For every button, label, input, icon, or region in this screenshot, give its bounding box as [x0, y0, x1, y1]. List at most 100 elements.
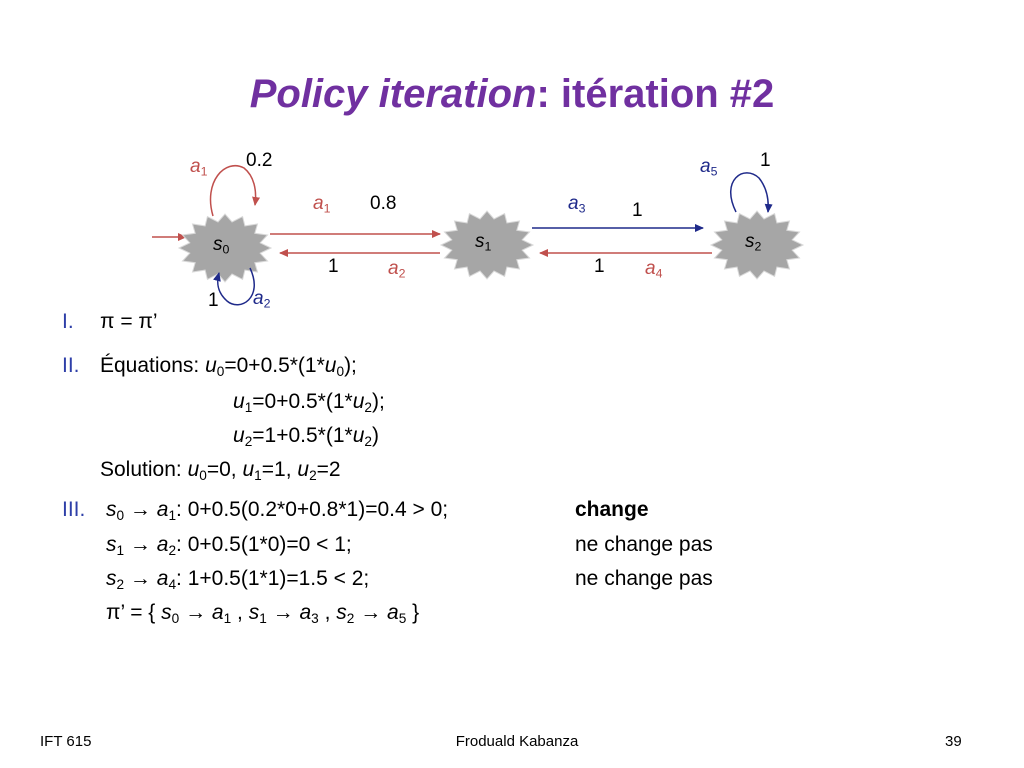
text-segment: : 0+0.5(0.2*0+0.8*1)=0.4 > 0; — [176, 498, 449, 521]
text-segment: u — [352, 390, 365, 413]
footer-left: IFT 615 — [40, 733, 92, 750]
text-segment: s — [336, 601, 347, 624]
text-segment: a — [156, 567, 169, 590]
text-segment: u — [187, 458, 200, 481]
text-segment: 1 — [116, 543, 125, 559]
list-line: s1 → a2: 0+0.5(1*0)=0 < 1; — [106, 532, 352, 564]
probability-label: 1 — [760, 150, 771, 171]
text-segment: 0 — [216, 364, 225, 380]
text-segment: s — [213, 234, 223, 255]
text-segment: 4 — [168, 577, 177, 593]
probability-label: 0.2 — [246, 150, 273, 171]
text-segment: u — [352, 424, 365, 447]
text-segment: π’ = { — [106, 601, 162, 624]
text-segment: 2 — [263, 296, 271, 311]
text-segment: a — [700, 156, 711, 177]
text-segment: 2 — [168, 543, 177, 559]
slide-title: Policy iteration: itération #2 — [0, 72, 1024, 117]
text-segment: ) — [371, 424, 379, 447]
probability-label: 1 — [594, 256, 605, 277]
text-segment: 2 — [116, 577, 125, 593]
text-segment: s — [161, 601, 172, 624]
text-segment: a — [568, 193, 579, 214]
text-segment: 0 — [222, 242, 230, 257]
text-segment: u — [233, 424, 245, 447]
text-segment: a — [253, 288, 264, 309]
mdp-diagram — [152, 165, 805, 306]
text-segment: 5 — [710, 164, 718, 179]
probability-label: 1 — [208, 290, 219, 311]
text-segment: 2 — [244, 434, 253, 450]
text-segment: 0 — [171, 611, 180, 627]
text-segment: =1+0.5*(1* — [252, 424, 353, 447]
text-segment: 1 — [484, 239, 492, 254]
title-emphasis: Policy iteration — [249, 72, 537, 116]
transition-arrow — [213, 267, 255, 306]
state-label: s1 — [475, 231, 491, 254]
text-segment: } — [406, 601, 420, 624]
transition-arrow — [730, 172, 773, 213]
probability-label: 0.8 — [370, 193, 397, 214]
text-segment: u — [205, 354, 217, 377]
text-segment: 0 — [336, 364, 345, 380]
text-segment: 1 — [323, 201, 331, 216]
text-segment: 1 — [223, 611, 232, 627]
list-note: ne change pas — [575, 567, 713, 590]
text-segment: ); — [371, 390, 385, 413]
action-label: a1 — [190, 156, 207, 179]
text-segment: a — [156, 533, 169, 556]
text-segment: 0 — [116, 508, 125, 524]
text-segment: 2 — [346, 611, 355, 627]
text-segment: u — [324, 354, 337, 377]
text-segment: , — [231, 601, 249, 624]
text-segment: 3 — [578, 201, 586, 216]
text-segment: 1 — [168, 508, 177, 524]
text-segment: 5 — [398, 611, 407, 627]
list-marker: I. — [62, 310, 74, 333]
text-segment: 2 — [754, 239, 762, 254]
text-segment: → — [179, 601, 212, 624]
text-segment: → — [124, 498, 157, 521]
list-line: s2 → a4: 1+0.5(1*1)=1.5 < 2; — [106, 566, 369, 598]
text-segment: u — [297, 458, 310, 481]
text-segment: =2 — [316, 458, 341, 481]
text-segment: , — [318, 601, 337, 624]
text-segment: 1 — [259, 611, 267, 627]
text-segment: → — [124, 533, 157, 556]
list-line: π = π’ — [100, 309, 158, 335]
text-segment: → — [266, 601, 300, 624]
list-line: π’ = { s0 → a1 , s1 → a3 , s2 → a5 } — [106, 600, 419, 632]
state-node — [439, 210, 535, 280]
text-segment: 2 — [364, 400, 372, 416]
text-segment: → — [124, 567, 157, 590]
text-segment: 4 — [655, 266, 663, 281]
text-segment: =0, — [206, 458, 243, 481]
footer-center: Froduald Kabanza — [455, 733, 579, 750]
action-label: a2 — [388, 258, 405, 281]
list-line: Solution: u0=0, u1=1, u2=2 — [100, 457, 341, 489]
state-node — [709, 210, 805, 280]
text-segment: : 1+0.5(1*1)=1.5 < 2; — [176, 567, 370, 590]
text-segment: a — [190, 156, 201, 177]
text-segment: 2 — [364, 434, 372, 450]
text-segment: ); — [344, 354, 357, 377]
text-segment: 0 — [199, 468, 207, 484]
text-segment: 1 — [244, 400, 253, 416]
transition-arrow — [209, 165, 261, 217]
text-segment: 1 — [200, 164, 208, 179]
text-segment: a — [388, 258, 399, 279]
footer-right: 39 — [945, 733, 962, 750]
text-segment: π = π’ — [100, 310, 158, 333]
text-segment: =0+0.5*(1* — [224, 354, 325, 377]
list-line: u2=1+0.5*(1*u2) — [233, 423, 379, 455]
list-marker: III. — [62, 498, 86, 521]
text-segment: s — [106, 498, 117, 521]
text-segment: s — [475, 231, 485, 252]
text-segment: Solution: — [100, 458, 188, 481]
text-segment: =0+0.5*(1* — [252, 390, 353, 413]
state-label: s2 — [745, 231, 761, 254]
text-segment: u — [233, 390, 245, 413]
list-line: Équations: u0=0+0.5*(1*u0); — [100, 353, 357, 385]
list-line: s0 → a1: 0+0.5(0.2*0+0.8*1)=0.4 > 0; — [106, 497, 448, 529]
